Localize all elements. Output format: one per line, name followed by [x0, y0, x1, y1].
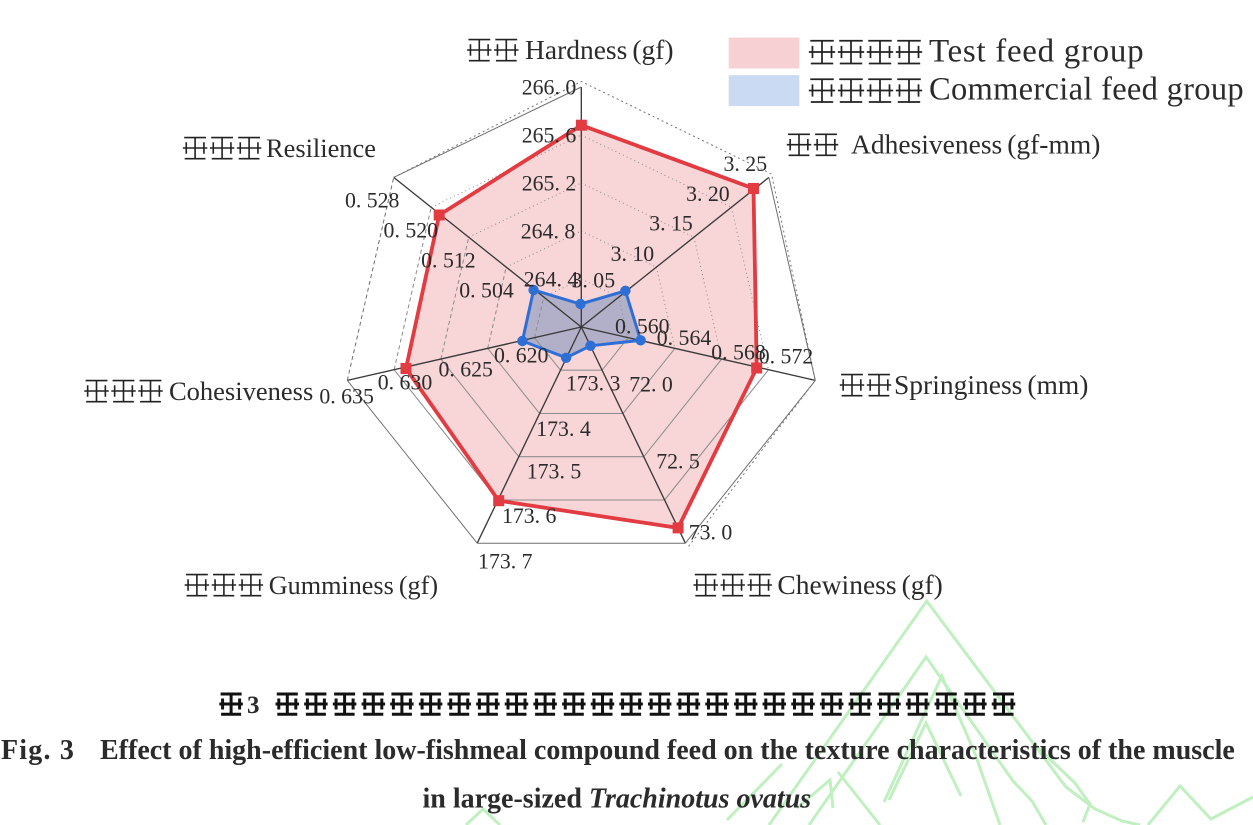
svg-text:Cohesiveness: Cohesiveness	[169, 376, 313, 406]
svg-text:Hardness(gf): Hardness (gf)	[525, 34, 674, 65]
svg-text:Test feed group: Test feed group	[929, 34, 1144, 70]
svg-text:Springiness(mm): Springiness (mm)	[894, 369, 1088, 400]
svg-text:Chewiness(gf): Chewiness (gf)	[777, 569, 942, 600]
svg-text:Commercial feed group: Commercial feed group	[929, 72, 1244, 108]
svg-text:0. 504: 0. 504	[459, 278, 514, 302]
svg-text:266. 0: 266. 0	[522, 75, 577, 99]
svg-text:0. 528: 0. 528	[345, 189, 400, 213]
svg-text:173. 3: 173. 3	[566, 372, 621, 396]
svg-text:in large-sized Trachinotus ova: in large-sized Trachinotus ovatus	[423, 784, 812, 815]
svg-text:0. 620: 0. 620	[494, 343, 549, 367]
svg-text:173. 5: 173. 5	[527, 459, 582, 483]
svg-text:0. 520: 0. 520	[384, 218, 439, 242]
svg-text:Resilience: Resilience	[266, 133, 376, 163]
svg-text:3. 15: 3. 15	[649, 211, 693, 235]
svg-text:265. 2: 265. 2	[522, 171, 577, 195]
svg-text:0. 635: 0. 635	[319, 385, 374, 409]
svg-text:265. 6: 265. 6	[522, 123, 577, 147]
svg-text:72. 0: 72. 0	[629, 373, 673, 397]
svg-text:Gumminess(gf): Gumminess (gf)	[269, 571, 438, 600]
svg-text:0. 512: 0. 512	[421, 249, 476, 273]
svg-text:3. 05: 3. 05	[572, 269, 616, 293]
svg-text:0. 560: 0. 560	[615, 314, 670, 338]
svg-text:173. 4: 173. 4	[536, 417, 591, 441]
svg-text:Adhesiveness(gf-mm): Adhesiveness (gf-mm)	[851, 129, 1100, 160]
svg-text:72. 5: 72. 5	[656, 449, 700, 473]
svg-text:3. 10: 3. 10	[611, 242, 655, 266]
svg-text:0. 572: 0. 572	[759, 344, 814, 368]
svg-text:173. 7: 173. 7	[478, 550, 533, 574]
svg-text:264. 8: 264. 8	[521, 219, 576, 243]
svg-text:3. 25: 3. 25	[724, 152, 768, 176]
svg-text:264. 4: 264. 4	[524, 267, 579, 291]
svg-text:0. 564: 0. 564	[657, 326, 712, 350]
svg-text:173. 6: 173. 6	[502, 504, 557, 528]
svg-text:0. 568: 0. 568	[711, 341, 766, 365]
svg-text:0. 630: 0. 630	[378, 370, 433, 394]
svg-text:0. 625: 0. 625	[438, 358, 493, 382]
svg-text:3: 3	[247, 692, 260, 719]
svg-text:73. 0: 73. 0	[689, 521, 733, 545]
svg-text:3. 20: 3. 20	[686, 182, 730, 206]
